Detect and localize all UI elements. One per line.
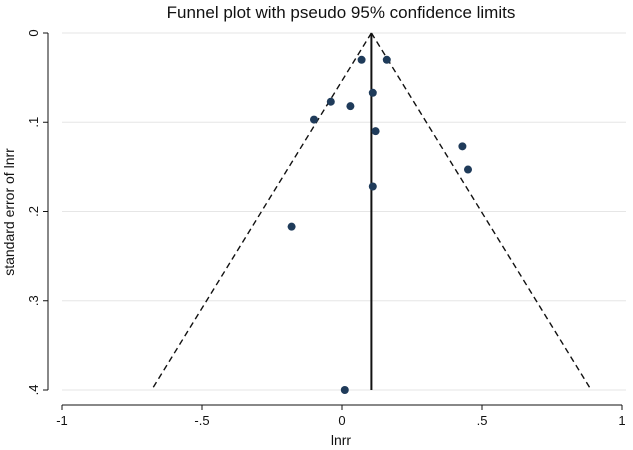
- grid-lines: [62, 32, 626, 391]
- data-point: [310, 115, 318, 124]
- y-tick-label: .2: [26, 206, 41, 217]
- data-point: [287, 222, 296, 231]
- data-points: [287, 55, 472, 394]
- data-point: [357, 55, 366, 64]
- y-axis-label: standard error of lnrr: [1, 148, 17, 276]
- x-tick-label: -1: [56, 413, 68, 428]
- data-point: [458, 142, 467, 151]
- y-tick-label: .4: [26, 385, 41, 396]
- x-tick-label: -.5: [194, 413, 209, 428]
- y-tick-label: 0: [26, 29, 41, 36]
- chart-title: Funnel plot with pseudo 95% confidence l…: [167, 3, 516, 22]
- data-point: [464, 165, 472, 174]
- data-point: [368, 88, 377, 97]
- data-point: [340, 386, 349, 394]
- data-point: [326, 97, 335, 106]
- data-point: [382, 55, 391, 64]
- x-tick-label: 0: [338, 413, 345, 428]
- x-axis-label: lnrr: [331, 432, 352, 448]
- data-point: [368, 182, 377, 191]
- axes: 0 .1 .2 .3 .4 -1 -.5 0 .5 1: [26, 29, 626, 428]
- y-tick-label: .3: [26, 295, 41, 306]
- y-tick-label: .1: [26, 117, 41, 128]
- data-point: [371, 127, 380, 136]
- data-point: [346, 102, 355, 111]
- x-tick-label: .5: [477, 413, 488, 428]
- x-tick-label: 1: [618, 413, 625, 428]
